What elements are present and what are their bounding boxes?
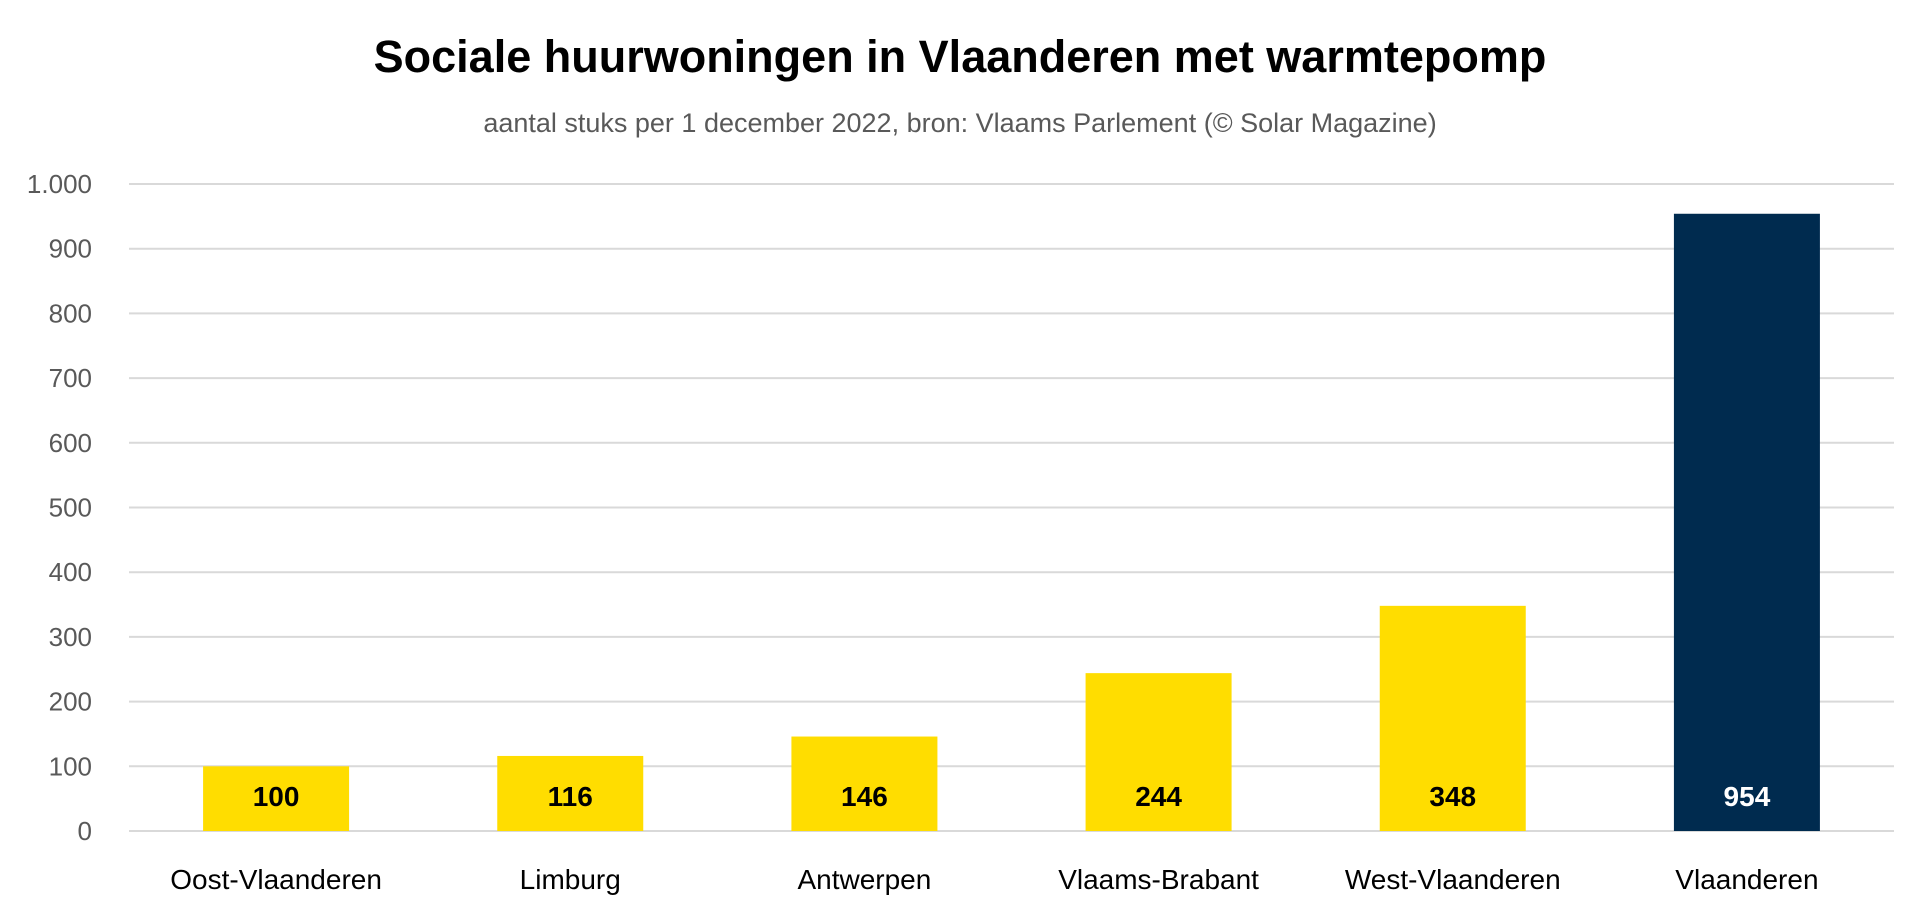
x-tick-label: West-Vlaanderen [1345,864,1561,895]
y-tick-label: 200 [49,687,92,717]
bar-antwerpen [791,736,938,831]
y-tick-label: 600 [49,428,92,458]
y-tick-label: 400 [49,557,92,587]
x-tick-label: Vlaams-Brabant [1058,864,1259,895]
bar-vlaams-brabant [1085,673,1232,831]
y-tick-label: 0 [78,816,92,846]
data-label: 348 [1429,781,1476,812]
y-tick-label: 1.000 [27,169,92,199]
bar-west-vlaanderen [1379,605,1526,831]
bar-vlaanderen [1673,213,1820,832]
bar-limburg [497,755,644,831]
data-label: 100 [253,781,300,812]
chart-subtitle: aantal stuks per 1 december 2022, bron: … [483,108,1436,138]
x-axis: Oost-Vlaanderen Limburg Antwerpen Vlaams-Br… [170,864,1818,895]
data-label: 244 [1135,781,1182,812]
data-label: 954 [1724,781,1771,812]
y-tick-label: 700 [49,363,92,393]
x-tick-label: Oost-Vlaanderen [170,864,382,895]
y-tick-label: 300 [49,622,92,652]
y-tick-label: 800 [49,298,92,328]
y-axis: 0 100 200 300 400 500 600 700 800 900 1.000 [27,169,92,846]
gridlines [129,183,1894,832]
chart-title: Sociale huurwoningen in Vlaanderen met w… [374,31,1547,82]
data-label: 146 [841,781,888,812]
y-tick-label: 900 [49,234,92,264]
y-tick-label: 500 [49,493,92,523]
x-tick-label: Antwerpen [797,864,931,895]
x-tick-label: Limburg [520,864,621,895]
bar-oost-vlaanderen [203,766,350,831]
y-tick-label: 100 [49,751,92,781]
bars: 100 116 146 244 348 954 [203,213,1820,832]
data-label: 116 [548,781,593,812]
x-tick-label: Vlaanderen [1675,864,1818,895]
